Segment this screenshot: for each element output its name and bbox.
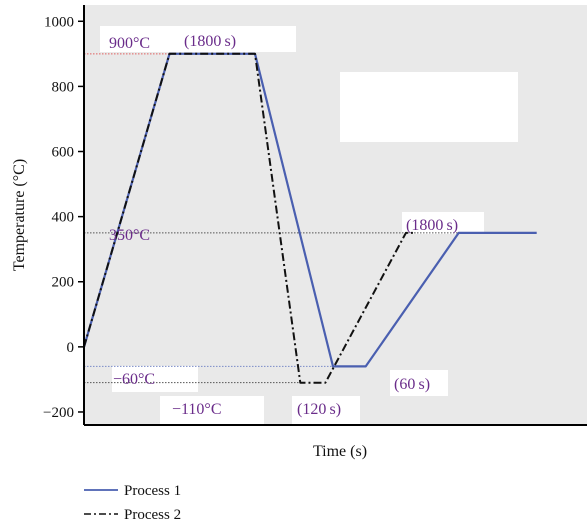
y-tick-label: 1000 — [44, 14, 74, 30]
y-tick-label: 800 — [52, 79, 75, 95]
annotation-minus110c: −110°C — [172, 401, 222, 418]
label-backdrop — [292, 396, 360, 424]
annotation-350c: 350°C — [109, 227, 150, 244]
annotation-120s: (120 s) — [297, 401, 341, 418]
y-tick-label: 600 — [52, 145, 75, 161]
y-tick-label: 0 — [67, 340, 75, 356]
label-backdrop — [160, 396, 264, 424]
label-backdrop — [100, 26, 296, 52]
label-backdrop — [112, 366, 198, 392]
y-axis-title: Temperature (°C) — [11, 159, 28, 271]
legend: Process 1 Process 2 — [84, 483, 181, 523]
annotation-minus60c: −60°C — [113, 371, 155, 388]
y-tick-label: −200 — [43, 405, 74, 421]
y-tick-label: 200 — [52, 275, 75, 291]
x-axis-title: Time (s) — [313, 443, 367, 460]
legend-label-process-2: Process 2 — [124, 507, 181, 523]
annotation-60s: (60 s) — [394, 376, 430, 393]
annotation-1800s-top: (1800 s) — [184, 33, 236, 50]
annotation-1800s-right: (1800 s) — [406, 217, 458, 234]
series-line-process-2 — [83, 52, 416, 384]
annotation-900c: 900°C — [109, 35, 150, 52]
label-backdrop — [390, 370, 448, 396]
label-backdrop — [340, 72, 518, 142]
label-backdrop — [402, 212, 484, 234]
y-tick-label: 400 — [52, 210, 75, 226]
legend-label-process-1: Process 1 — [124, 483, 181, 499]
